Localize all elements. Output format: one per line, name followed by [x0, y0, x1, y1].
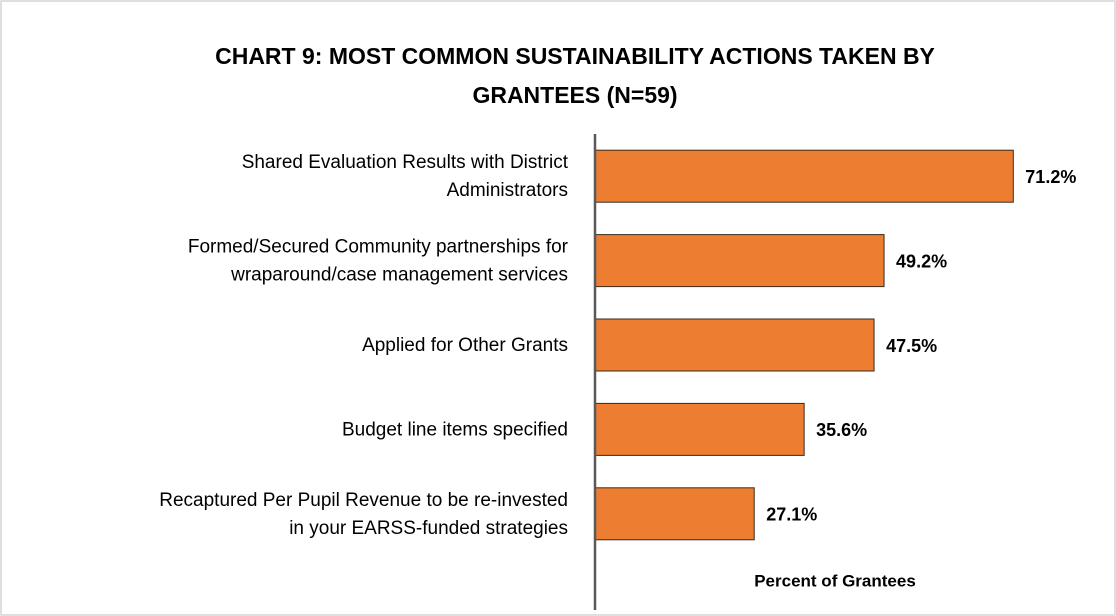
chart-title: CHART 9: MOST COMMON SUSTAINABILITY ACTI… — [215, 43, 935, 108]
value-label: 35.6% — [816, 420, 867, 440]
y-tick-label: Budget line items specified — [342, 419, 568, 440]
value-label: 47.5% — [886, 336, 937, 356]
y-tick-label: Formed/Secured Community partnerships fo… — [188, 237, 569, 286]
bar — [594, 318, 875, 372]
value-label: 49.2% — [896, 251, 947, 271]
x-axis-label: Percent of Grantees — [754, 571, 916, 590]
bar — [594, 149, 1014, 203]
bar — [594, 487, 755, 541]
y-tick-label: Shared Evaluation Results with District A… — [242, 152, 569, 201]
y-tick-label: Applied for Other Grants — [362, 335, 568, 356]
value-label: 71.2% — [1025, 167, 1076, 187]
value-label: 27.1% — [766, 505, 817, 525]
bar — [594, 402, 805, 456]
bar — [594, 234, 885, 288]
y-tick-label: Recaptured Per Pupil Revenue to be re-in… — [159, 490, 568, 539]
